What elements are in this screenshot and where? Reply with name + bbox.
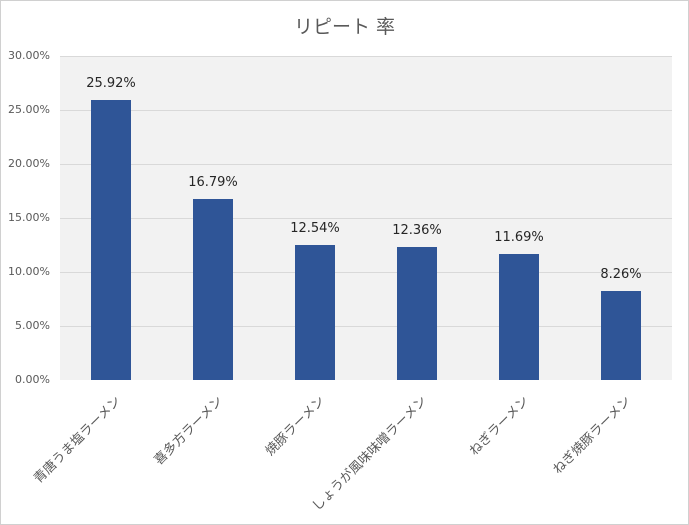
gridline — [60, 218, 672, 219]
bar — [499, 253, 539, 380]
data-label: 16.79% — [188, 174, 238, 190]
data-label: 8.26% — [600, 266, 642, 282]
gridline — [60, 56, 672, 57]
chart-title: リピート 率 — [293, 16, 396, 38]
plot-area — [60, 56, 672, 380]
bar — [295, 244, 335, 380]
gridline — [60, 326, 672, 327]
data-label: 12.36% — [392, 222, 442, 238]
bar — [397, 246, 437, 380]
y-tick-label: 15.00% — [8, 211, 50, 224]
data-label: 11.69% — [494, 229, 544, 245]
bar — [601, 290, 641, 380]
gridline — [60, 272, 672, 273]
gridline — [60, 164, 672, 165]
y-tick-label: 25.00% — [8, 103, 50, 116]
y-tick-label: 5.00% — [15, 319, 50, 332]
y-tick-label: 10.00% — [8, 265, 50, 278]
gridline — [60, 110, 672, 111]
y-tick-label: 20.00% — [8, 157, 50, 170]
bar — [193, 198, 233, 380]
bar — [91, 100, 131, 380]
y-tick-label: 0.00% — [15, 373, 50, 386]
data-label: 25.92% — [86, 76, 136, 92]
y-tick-label: 30.00% — [8, 49, 50, 62]
data-label: 12.54% — [290, 220, 340, 236]
